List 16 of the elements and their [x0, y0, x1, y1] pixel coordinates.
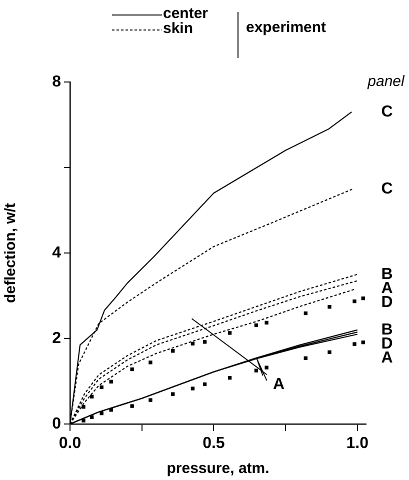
- series-label: C: [381, 180, 394, 198]
- x-axis-title: pressure, atm.: [166, 460, 270, 478]
- y-tick-label: 4: [52, 244, 62, 262]
- x-tick-label: 0.5: [202, 435, 225, 452]
- annotation: A: [273, 376, 286, 393]
- x-tick-label: 1.0: [346, 435, 369, 452]
- text: experiment: [246, 19, 326, 36]
- text: skin: [163, 20, 194, 38]
- series-label: C: [381, 103, 394, 120]
- y-tick-label: 8: [52, 73, 62, 90]
- y-tick-label: 2: [52, 330, 62, 347]
- y-axis-title: deflection, w/t: [2, 202, 20, 304]
- legend-title: panel: [366, 73, 406, 90]
- x-tick-label: 0.0: [58, 435, 82, 452]
- text: center: [163, 5, 208, 22]
- y-tick-label: 0: [52, 415, 62, 432]
